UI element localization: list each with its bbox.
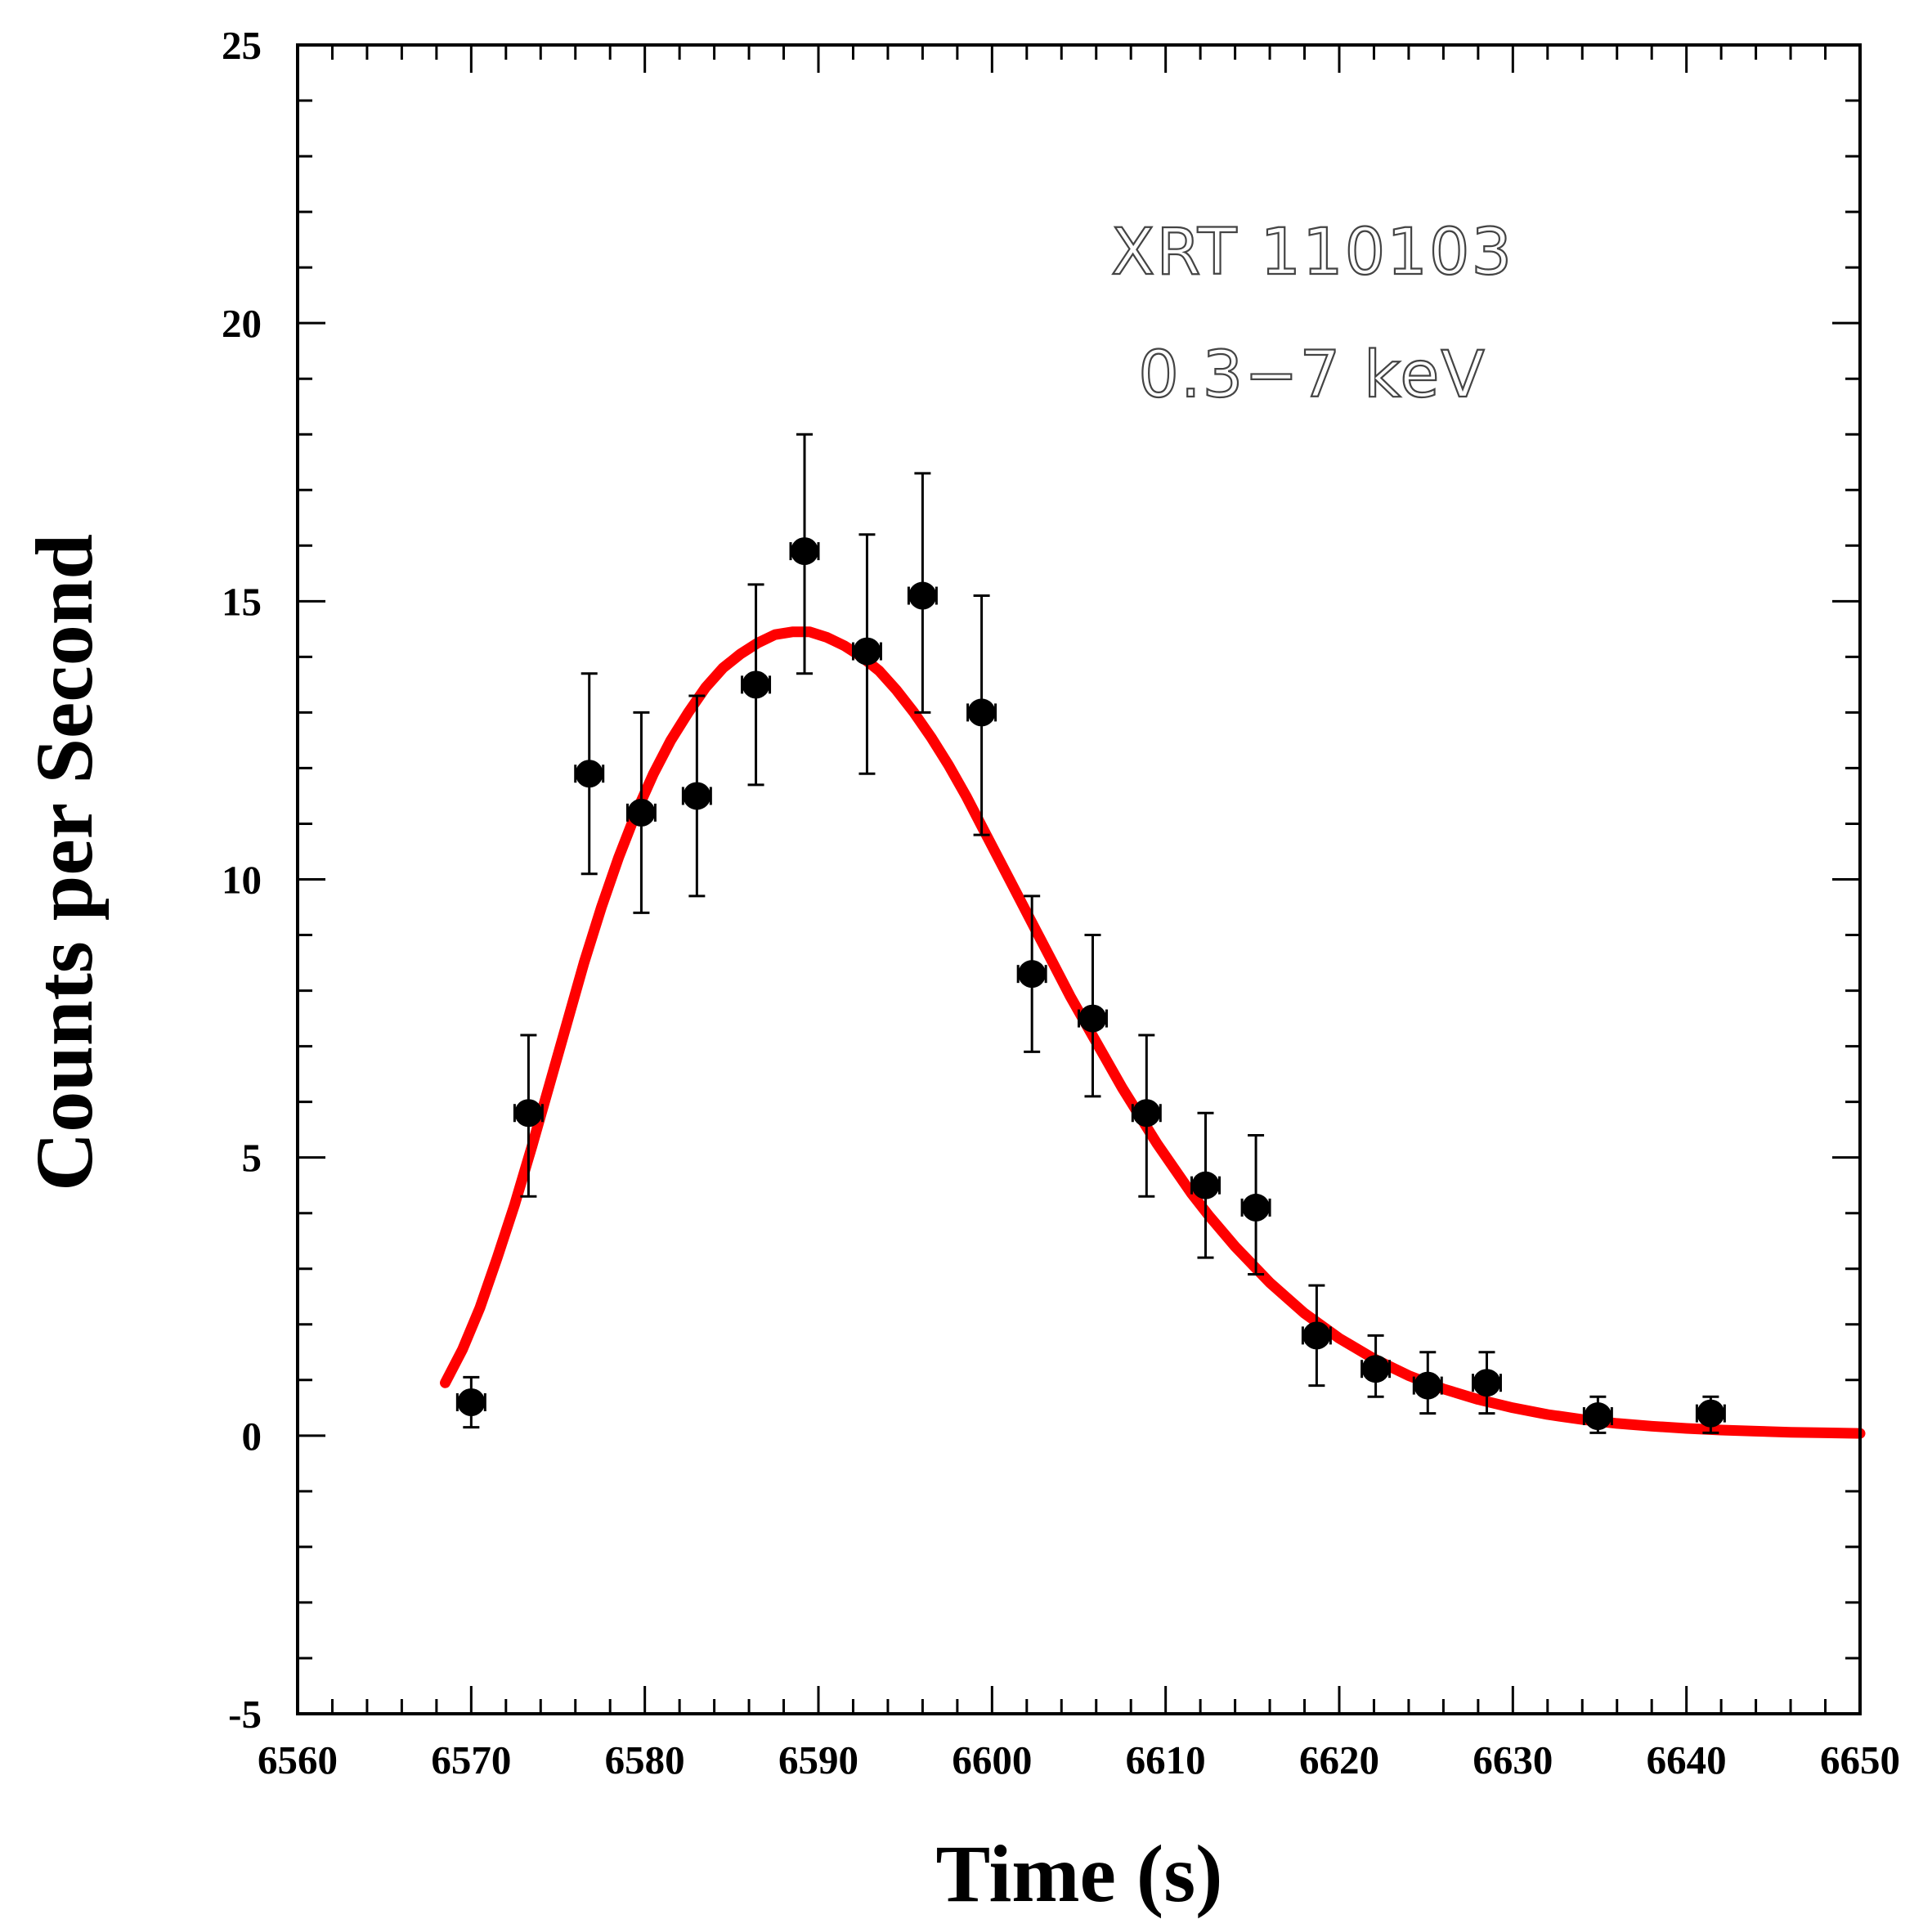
x-axis-title: Time (s) bbox=[936, 1828, 1223, 1919]
y-tick-label: 25 bbox=[222, 23, 262, 68]
y-tick-label: 5 bbox=[242, 1136, 262, 1181]
data-point bbox=[625, 711, 657, 914]
data-point-marker bbox=[1132, 1099, 1161, 1128]
y-tick-labels: -5 0 5 10 15 20 25 bbox=[222, 23, 262, 1737]
data-point-marker bbox=[742, 670, 770, 699]
x-tick-label: 6590 bbox=[778, 1737, 858, 1782]
y-tick-label: -5 bbox=[228, 1692, 262, 1737]
data-point bbox=[1301, 1284, 1332, 1388]
data-point bbox=[1695, 1395, 1726, 1434]
x-tick-label: 6560 bbox=[258, 1737, 338, 1782]
x-tick-label: 6610 bbox=[1126, 1737, 1206, 1782]
x-tick-label: 6620 bbox=[1299, 1737, 1379, 1782]
y-tick-label: 20 bbox=[222, 301, 262, 346]
data-point bbox=[851, 533, 882, 775]
data-point bbox=[1360, 1334, 1392, 1398]
data-point-marker bbox=[575, 760, 603, 788]
data-point bbox=[455, 1375, 486, 1429]
data-point-marker bbox=[1018, 960, 1047, 989]
data-points-layer bbox=[455, 433, 1726, 1434]
data-point-marker bbox=[1361, 1355, 1390, 1383]
plot-frame bbox=[296, 43, 1862, 1715]
data-point bbox=[907, 472, 938, 714]
data-point-marker bbox=[1242, 1193, 1271, 1222]
data-point-marker bbox=[627, 798, 656, 827]
data-point bbox=[1190, 1111, 1221, 1259]
data-point-marker bbox=[791, 537, 819, 566]
data-point bbox=[1471, 1351, 1502, 1415]
y-tick-label: 15 bbox=[222, 579, 262, 624]
data-point bbox=[789, 433, 820, 675]
data-point bbox=[1016, 894, 1047, 1053]
data-point-marker bbox=[967, 698, 996, 727]
data-point-marker bbox=[683, 782, 711, 810]
annotation-instrument: XRT 110103 bbox=[1111, 216, 1513, 289]
x-tick-label: 6600 bbox=[952, 1737, 1032, 1782]
x-tick-label: 6650 bbox=[1820, 1737, 1900, 1782]
data-point-marker bbox=[514, 1099, 543, 1128]
data-point bbox=[1131, 1033, 1162, 1198]
annotation-energy-band: 0.3−7 keV bbox=[1138, 339, 1486, 412]
fit-curve-layer bbox=[440, 626, 1866, 1439]
x-tick-label: 6630 bbox=[1473, 1737, 1553, 1782]
data-point bbox=[741, 583, 772, 787]
data-point-marker bbox=[457, 1388, 486, 1417]
data-point-marker bbox=[1302, 1321, 1331, 1350]
data-point-marker bbox=[908, 581, 937, 610]
y-tick-label: 0 bbox=[242, 1414, 262, 1459]
axis-ticks bbox=[296, 43, 1862, 1715]
data-point bbox=[681, 694, 712, 898]
x-tick-label: 6570 bbox=[431, 1737, 511, 1782]
data-point bbox=[1582, 1395, 1613, 1434]
x-tick-label: 6640 bbox=[1647, 1737, 1727, 1782]
x-tick-labels: 6560 6570 6580 6590 6600 6610 6620 6630 6640 6650 bbox=[258, 1737, 1900, 1782]
data-point-marker bbox=[1584, 1402, 1612, 1431]
data-point bbox=[1240, 1133, 1271, 1276]
data-point-marker bbox=[1473, 1369, 1501, 1397]
fit-curve bbox=[440, 626, 1866, 1439]
data-point-marker bbox=[1078, 1004, 1107, 1033]
data-point bbox=[574, 672, 605, 876]
data-point-marker bbox=[1191, 1171, 1220, 1199]
data-point-marker bbox=[1697, 1399, 1725, 1428]
data-point bbox=[1078, 934, 1108, 1098]
data-point bbox=[1412, 1351, 1443, 1415]
data-point-marker bbox=[853, 637, 881, 666]
data-point bbox=[513, 1033, 544, 1198]
y-tick-label: 10 bbox=[222, 858, 262, 903]
y-axis-title: Counts per Second bbox=[19, 534, 110, 1191]
data-point-marker bbox=[1414, 1371, 1442, 1400]
x-tick-label: 6580 bbox=[605, 1737, 685, 1782]
data-point bbox=[966, 594, 997, 836]
